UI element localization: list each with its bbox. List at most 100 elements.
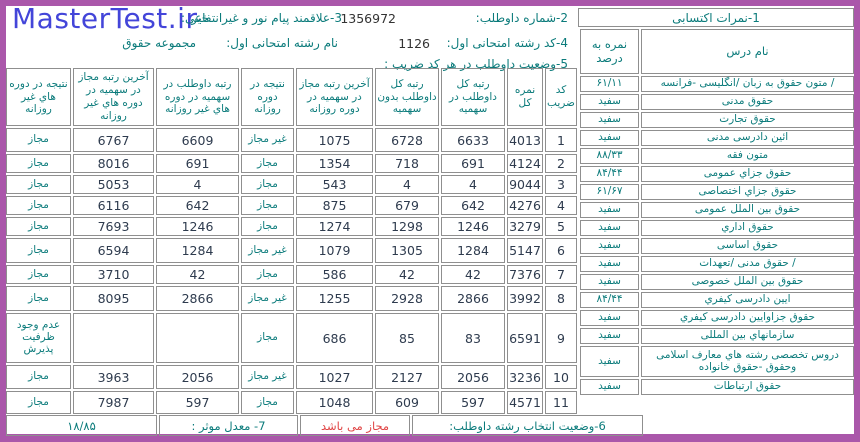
main-cell: غیر مجاز	[241, 238, 294, 263]
main-cell: عدم وجود ظرفیت پذیرش	[6, 313, 71, 363]
course-score: سفید	[580, 94, 639, 110]
score-row: ائین دادرسی مدنی سفید	[578, 130, 854, 146]
main-cell: 6594	[73, 238, 154, 263]
main-cell: 2866	[156, 286, 239, 311]
main-table-row: 7 7376 42 42 586 مجاز 42 3710 مجاز	[6, 265, 577, 284]
main-column-header: نتیجه در دوره روزانه	[241, 68, 294, 126]
course-score: سفید	[580, 328, 639, 344]
course-score: سفید	[580, 310, 639, 326]
course-score: سفید	[580, 238, 639, 254]
course-name: / حقوق مدنی /تعهدات	[641, 256, 854, 272]
main-cell: 586	[296, 265, 373, 284]
main-cell: 2056	[156, 365, 239, 389]
gpa-value: ۱۸/۸۵	[6, 415, 157, 436]
main-cell: غیر مجاز	[241, 286, 294, 311]
main-cell: 1027	[296, 365, 373, 389]
course-name: حقوق جزاي عمومی	[641, 166, 854, 182]
main-cell: 642	[441, 196, 505, 215]
scores-table: 1-نمرات اکتسابی نام درس نمره به درصد / م…	[578, 8, 854, 395]
main-cell: 5	[545, 217, 577, 236]
main-cell: 1246	[156, 217, 239, 236]
main-cell	[73, 313, 154, 363]
main-cell: 1298	[375, 217, 439, 236]
main-table-row: 6 5147 1284 1305 1079 غیر مجاز 1284 6594 مجاز	[6, 238, 577, 263]
main-cell: 9	[545, 313, 577, 363]
course-score: ۶۱/۱۱	[580, 76, 639, 92]
main-cell: 7693	[73, 217, 154, 236]
main-cell: 3992	[507, 286, 543, 311]
main-table-row: 11 4571 597 609 1048 مجاز 597 7987 مجاز	[6, 391, 577, 414]
main-column-header: نتیجه در دوره هاي غیر روزانه	[6, 68, 71, 126]
main-cell: 4	[545, 196, 577, 215]
main-table-row: 2 4124 691 718 1354 مجاز 691 8016 مجاز	[6, 154, 577, 173]
main-cell: 6609	[156, 128, 239, 152]
course-name: حقوق تجارت	[641, 112, 854, 128]
main-cell: 85	[375, 313, 439, 363]
course-name: حقوق بین الملل خصوصی	[641, 274, 854, 290]
main-cell: 3236	[507, 365, 543, 389]
main-cell: 609	[375, 391, 439, 414]
main-column-header: نمره کل	[507, 68, 543, 126]
main-cell: 686	[296, 313, 373, 363]
main-cell: 718	[375, 154, 439, 173]
main-cell: 2928	[375, 286, 439, 311]
main-cell: مجاز	[241, 391, 294, 414]
main-cell: 6591	[507, 313, 543, 363]
main-cell: 1246	[441, 217, 505, 236]
main-cell: 6728	[375, 128, 439, 152]
course-name: / متون حقوق به زبان /انگلیسی -فرانسه	[641, 76, 854, 92]
site-logo: MasterTest.ir	[12, 2, 198, 35]
main-table-row: 1 4013 6633 6728 1075 غیر مجاز 6609 6767 مجاز	[6, 128, 577, 152]
main-cell: 5053	[73, 175, 154, 194]
course-name: حقوق اساسی	[641, 238, 854, 254]
score-row: حقوق جزاي عمومی ۸۴/۴۴	[578, 166, 854, 182]
main-cell: مجاز	[6, 154, 71, 173]
main-cell: مجاز	[6, 391, 71, 414]
first-field-name-value: مجموعه حقوق	[122, 36, 196, 50]
main-cell: مجاز	[6, 365, 71, 389]
first-field-name-label: نام رشته امتحانی اول:	[226, 36, 338, 50]
main-cell: 7987	[73, 391, 154, 414]
score-row: حقوق مدنی سفید	[578, 94, 854, 110]
main-cell: غیر مجاز	[241, 128, 294, 152]
main-column-header: رتبه داوطلب در سهمیه در دوره هاي غیر روز…	[156, 68, 239, 126]
gpa-label: 7- معدل موثر :	[159, 415, 298, 436]
selection-status-value: مجاز می باشد	[300, 415, 410, 436]
course-score: سفید	[580, 379, 639, 395]
course-name-header: نام درس	[641, 29, 854, 74]
main-table-row: 10 3236 2056 2127 1027 غیر مجاز 2056 3963 مجاز	[6, 365, 577, 389]
main-cell: 5147	[507, 238, 543, 263]
main-cell: 597	[441, 391, 505, 414]
course-score: سفید	[580, 130, 639, 146]
main-cell: 2	[545, 154, 577, 173]
main-cell: 6	[545, 238, 577, 263]
main-cell: 1	[545, 128, 577, 152]
scores-table-title: 1-نمرات اکتسابی	[578, 8, 854, 27]
main-cell: 2866	[441, 286, 505, 311]
main-cell: 42	[156, 265, 239, 284]
course-name: ائین دادرسی مدنی	[641, 130, 854, 146]
main-column-header: آخرین رتبه مجاز در سهمیه در دوره روزانه	[296, 68, 373, 126]
main-cell: 7376	[507, 265, 543, 284]
main-cell: 7	[545, 265, 577, 284]
main-table-row: 3 9044 4 4 543 مجاز 4 5053 مجاز	[6, 175, 577, 194]
scores-table-body: / متون حقوق به زبان /انگلیسی -فرانسه ۶۱/۱…	[578, 76, 854, 395]
course-score: سفید	[580, 202, 639, 218]
main-cell: مجاز	[241, 313, 294, 363]
main-cell: مجاز	[6, 128, 71, 152]
main-cell: 4276	[507, 196, 543, 215]
main-cell: مجاز	[241, 196, 294, 215]
course-score: سفید	[580, 112, 639, 128]
course-score: سفید	[580, 274, 639, 290]
score-row: متون فقه ۸۸/۳۳	[578, 148, 854, 164]
selection-status-label: 6-وضعیت انتخاب رشته داوطلب:	[412, 415, 643, 436]
main-table-row: 9 6591 83 85 686 مجاز عدم وجود ظرفیت پذیرش	[6, 313, 577, 363]
score-row: حقوق تجارت سفید	[578, 112, 854, 128]
main-cell: 9044	[507, 175, 543, 194]
score-row: سازمانهاي بین المللی سفید	[578, 328, 854, 344]
main-cell: 1075	[296, 128, 373, 152]
first-field-code-label: 4-کد رشته امتحانی اول:	[446, 36, 568, 50]
main-cell: 1079	[296, 238, 373, 263]
course-name: حقوق بین الملل عمومی	[641, 202, 854, 218]
main-cell: 3710	[73, 265, 154, 284]
